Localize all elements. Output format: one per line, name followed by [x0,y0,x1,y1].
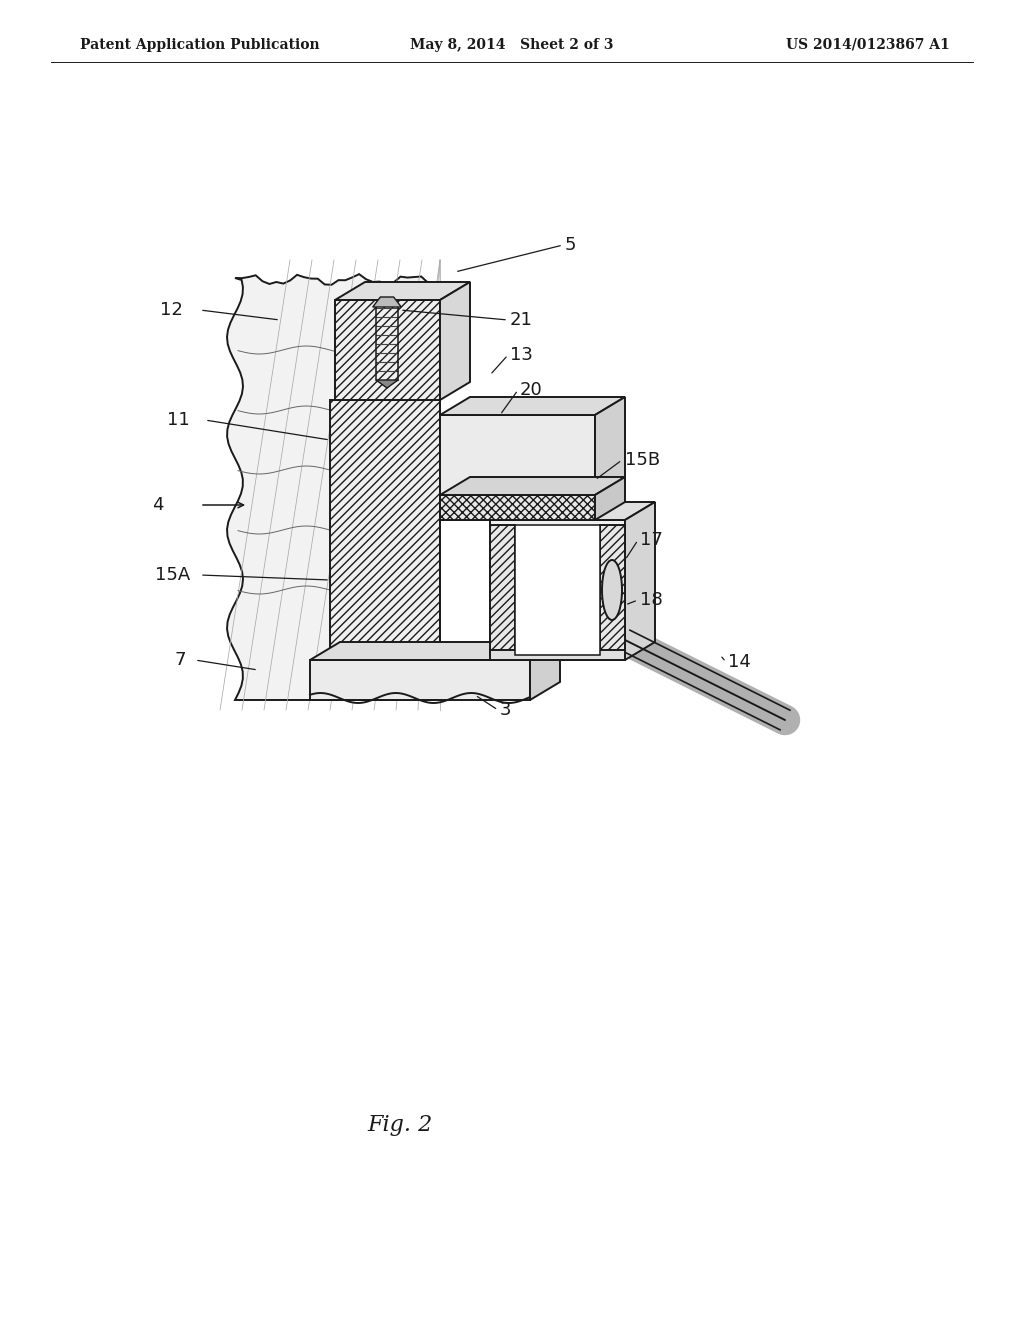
Text: 18: 18 [640,591,663,609]
Text: 13: 13 [510,346,532,364]
Polygon shape [440,495,595,520]
Polygon shape [310,660,530,700]
Text: 7: 7 [175,651,186,669]
Text: Fig. 2: Fig. 2 [368,1114,432,1137]
Text: 15A: 15A [155,566,190,583]
Polygon shape [440,282,470,400]
Polygon shape [440,414,595,500]
Text: Patent Application Publication: Patent Application Publication [80,38,319,51]
Text: 20: 20 [520,381,543,399]
Polygon shape [490,502,655,520]
Text: 15B: 15B [625,451,660,469]
Text: 5: 5 [565,236,577,253]
Text: 14: 14 [728,653,751,671]
Polygon shape [490,525,515,655]
Text: 11: 11 [167,411,189,429]
Polygon shape [330,400,440,660]
Polygon shape [515,525,600,655]
Polygon shape [600,525,625,655]
Polygon shape [625,502,655,660]
Polygon shape [595,397,625,500]
Polygon shape [440,397,625,414]
Polygon shape [490,649,625,660]
Ellipse shape [602,560,622,620]
Polygon shape [227,275,445,700]
Polygon shape [440,477,625,495]
Text: 4: 4 [152,496,164,513]
Text: 12: 12 [160,301,183,319]
Polygon shape [595,477,625,520]
Polygon shape [373,297,401,308]
Text: 3: 3 [500,701,512,719]
Polygon shape [376,380,398,388]
Text: 21: 21 [510,312,532,329]
Polygon shape [335,300,440,400]
Polygon shape [490,520,625,660]
Polygon shape [530,642,560,700]
Text: US 2014/0123867 A1: US 2014/0123867 A1 [786,38,950,51]
Polygon shape [310,642,560,660]
Polygon shape [335,282,470,300]
Text: 17: 17 [640,531,663,549]
Text: May 8, 2014   Sheet 2 of 3: May 8, 2014 Sheet 2 of 3 [411,38,613,51]
